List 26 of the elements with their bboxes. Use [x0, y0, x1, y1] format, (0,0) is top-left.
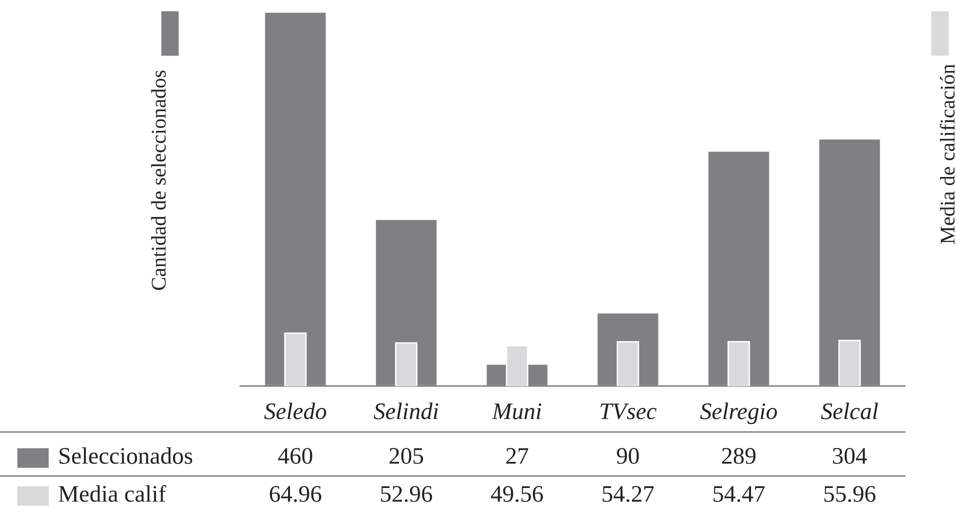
data-label: 304 — [833, 448, 867, 464]
data-label: 90 — [616, 448, 639, 464]
y-axis-title: Cantidad de seleccionados — [151, 70, 166, 290]
x-tick-label: Seledo — [264, 402, 326, 420]
legend-label: Media calif — [58, 485, 166, 502]
x-tick-label: Selregio — [700, 402, 777, 424]
bar — [818, 138, 882, 386]
data-label: 52.96 — [381, 486, 432, 502]
data-label: 54.27 — [602, 486, 654, 502]
data-label: 49.56 — [490, 486, 543, 502]
data-label: 27 — [506, 448, 528, 464]
bar — [707, 150, 770, 386]
data-label: 289 — [722, 448, 756, 464]
data-label: 205 — [390, 448, 424, 464]
data-label: 55.96 — [824, 486, 876, 502]
x-tick-label: Selcal — [821, 402, 878, 420]
data-label: 54.47 — [714, 486, 765, 502]
data-label: 64.96 — [270, 486, 322, 502]
bar — [264, 12, 328, 386]
data-label: 460 — [278, 448, 312, 464]
x-tick-label: TVsec — [600, 404, 657, 420]
y2-axis-title: Media de calificación — [940, 64, 955, 244]
x-tick-label: Selindi — [374, 402, 438, 420]
legend-label: Seleccionados — [60, 447, 192, 464]
x-tick-label: Muni — [492, 403, 542, 420]
bar — [374, 218, 438, 386]
